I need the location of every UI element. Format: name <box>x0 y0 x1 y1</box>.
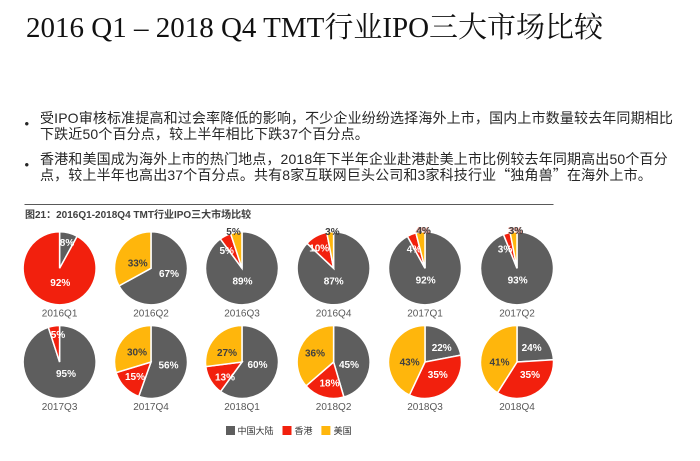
svg-text:30%: 30% <box>127 348 147 359</box>
svg-text:2018Q1: 2018Q1 <box>224 402 260 413</box>
svg-text:2018Q2: 2018Q2 <box>316 402 352 413</box>
svg-text:60%: 60% <box>247 360 267 371</box>
svg-text:92%: 92% <box>50 278 70 289</box>
svg-text:3%: 3% <box>498 244 513 255</box>
svg-text:56%: 56% <box>158 361 178 372</box>
svg-text:35%: 35% <box>520 370 540 381</box>
svg-text:2017Q1: 2017Q1 <box>407 309 443 320</box>
svg-text:4%: 4% <box>416 226 431 237</box>
svg-text:35%: 35% <box>428 370 448 381</box>
svg-text:2017Q3: 2017Q3 <box>42 402 78 413</box>
svg-text:13%: 13% <box>215 373 235 384</box>
svg-text:2016Q2: 2016Q2 <box>133 309 169 320</box>
svg-text:香港: 香港 <box>295 425 313 436</box>
svg-text:3%: 3% <box>325 227 340 238</box>
svg-text:95%: 95% <box>56 369 76 380</box>
svg-text:92%: 92% <box>416 275 436 286</box>
svg-text:5%: 5% <box>219 246 234 257</box>
svg-text:15%: 15% <box>125 372 145 383</box>
svg-text:43%: 43% <box>400 357 420 368</box>
svg-text:4%: 4% <box>415 226 430 237</box>
svg-text:18%: 18% <box>319 379 339 390</box>
svg-text:3%: 3% <box>508 226 523 237</box>
svg-text:33%: 33% <box>128 259 148 270</box>
svg-text:10%: 10% <box>309 244 329 255</box>
svg-text:图21：2016Q1-2018Q4 TMT行业IPO三大市场: 图21：2016Q1-2018Q4 TMT行业IPO三大市场比较 <box>25 208 251 221</box>
svg-text:41%: 41% <box>489 357 509 368</box>
svg-text:2018Q4: 2018Q4 <box>499 402 535 413</box>
svg-text:24%: 24% <box>522 343 542 354</box>
svg-text:67%: 67% <box>159 269 179 280</box>
svg-text:87%: 87% <box>324 277 344 288</box>
svg-text:2017Q4: 2017Q4 <box>133 402 169 413</box>
svg-text:2016Q4: 2016Q4 <box>316 309 352 320</box>
svg-text:2016Q3: 2016Q3 <box>224 309 260 320</box>
svg-text:美国: 美国 <box>334 425 352 436</box>
svg-text:中国大陆: 中国大陆 <box>238 425 274 436</box>
svg-text:4%: 4% <box>407 244 422 255</box>
svg-text:8%: 8% <box>60 238 75 249</box>
svg-text:3%: 3% <box>509 226 524 237</box>
svg-text:5%: 5% <box>51 330 66 341</box>
svg-text:2016Q1: 2016Q1 <box>42 309 78 320</box>
svg-text:93%: 93% <box>508 275 528 286</box>
svg-text:45%: 45% <box>339 360 359 371</box>
svg-text:22%: 22% <box>432 343 452 354</box>
svg-text:2017Q2: 2017Q2 <box>499 309 535 320</box>
svg-text:36%: 36% <box>305 349 325 360</box>
svg-text:5%: 5% <box>226 227 241 238</box>
svg-text:2018Q3: 2018Q3 <box>407 402 443 413</box>
svg-text:27%: 27% <box>217 348 237 359</box>
svg-text:89%: 89% <box>232 277 252 288</box>
